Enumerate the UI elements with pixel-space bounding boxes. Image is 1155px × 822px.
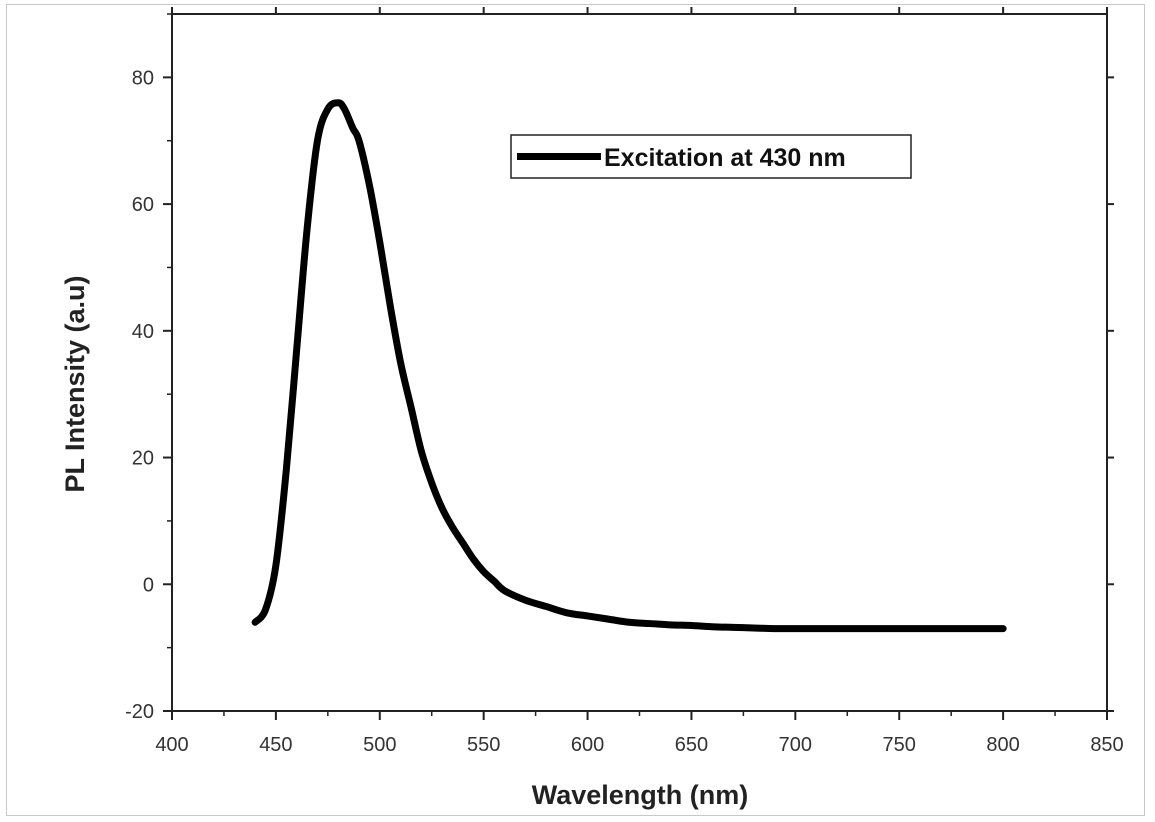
y-tick-label: 40 bbox=[132, 321, 154, 343]
x-tick-label: 450 bbox=[259, 734, 292, 756]
x-tick-label: 800 bbox=[986, 734, 1019, 756]
x-tick-label: 600 bbox=[571, 734, 604, 756]
plot-area-border bbox=[171, 13, 1108, 712]
y-tick-label: 60 bbox=[132, 194, 154, 216]
series-line-excitation-430 bbox=[251, 99, 1007, 633]
x-tick-label: 500 bbox=[363, 734, 396, 756]
y-tick-label: 0 bbox=[143, 574, 154, 596]
legend-label: Excitation at 430 nm bbox=[604, 144, 846, 172]
axis-ticks bbox=[163, 7, 1114, 720]
x-tick-label: 750 bbox=[883, 734, 916, 756]
y-axis-title: PL Intensity (a.u) bbox=[60, 275, 90, 492]
axis-tick-labels: 400 450 500 550 600 650 700 750 800 850 -20 0 20 40 60… bbox=[125, 67, 1124, 756]
x-tick-label: 850 bbox=[1090, 734, 1123, 756]
x-tick-label: 550 bbox=[467, 734, 500, 756]
x-tick-label: 650 bbox=[675, 734, 708, 756]
legend: Excitation at 430 nm bbox=[510, 134, 912, 179]
x-tick-label: 700 bbox=[779, 734, 812, 756]
y-tick-label: 80 bbox=[132, 67, 154, 89]
x-axis-title: Wavelength (nm) bbox=[532, 780, 749, 810]
y-tick-label: 20 bbox=[132, 448, 154, 470]
x-tick-label: 400 bbox=[155, 734, 188, 756]
y-tick-label: -20 bbox=[125, 701, 154, 723]
